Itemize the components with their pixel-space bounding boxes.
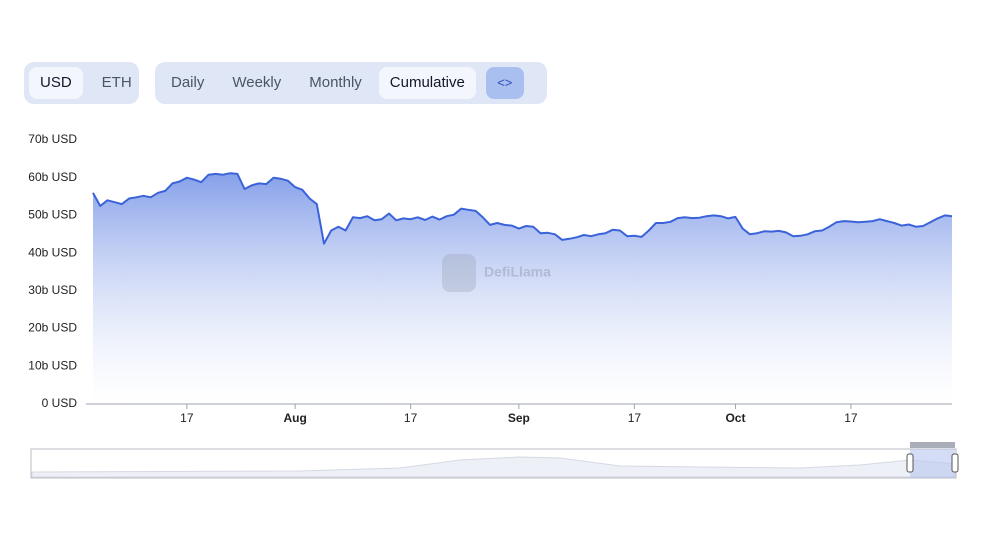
x-tick-label: Aug — [283, 411, 306, 425]
y-tick-label: 30b USD — [28, 283, 77, 297]
y-tick-label: 60b USD — [28, 170, 77, 184]
currency-button[interactable]: ETH — [101, 74, 132, 91]
x-tick-label: Oct — [725, 411, 745, 425]
y-tick-label: 10b USD — [28, 358, 77, 372]
watermark-logo — [442, 254, 476, 292]
x-tick-label: Sep — [508, 411, 530, 425]
y-tick-label: 50b USD — [28, 208, 77, 222]
y-tick-label: 20b USD — [28, 321, 77, 335]
embed-button[interactable]: <> — [485, 67, 524, 99]
y-tick-label: 0 USD — [42, 396, 78, 410]
currency-button[interactable]: USD — [29, 67, 83, 99]
currency-toggle: USD ETH — [24, 62, 139, 104]
area-line — [92, 172, 953, 245]
period-button[interactable]: Weekly — [232, 74, 282, 91]
x-tick-label: 17 — [628, 411, 642, 425]
watermark-text: DefiLlama — [484, 264, 551, 280]
plot: 0 USD 10b USD 20b USD 30b USD 40b USD 50b USD… — [28, 132, 953, 425]
brush-handle[interactable] — [951, 453, 959, 473]
brush-selection[interactable] — [910, 449, 955, 478]
y-tick-label: 40b USD — [28, 245, 77, 259]
brush-handle[interactable] — [906, 453, 914, 473]
period-button[interactable]: Monthly — [309, 74, 362, 91]
period-button[interactable]: Cumulative — [378, 67, 476, 99]
area-fill — [93, 173, 952, 404]
x-tick-label: 17 — [404, 411, 418, 425]
x-tick-label: 17 — [844, 411, 858, 425]
watermark: DefiLlama — [442, 254, 551, 292]
brush-bar[interactable] — [910, 442, 955, 448]
period-toggle: Daily Weekly Monthly Cumulative <> — [155, 62, 547, 104]
y-tick-label: 70b USD — [28, 132, 77, 146]
x-tick-label: 17 — [180, 411, 194, 425]
range-brush — [30, 442, 959, 479]
period-button[interactable]: Daily — [171, 74, 205, 91]
